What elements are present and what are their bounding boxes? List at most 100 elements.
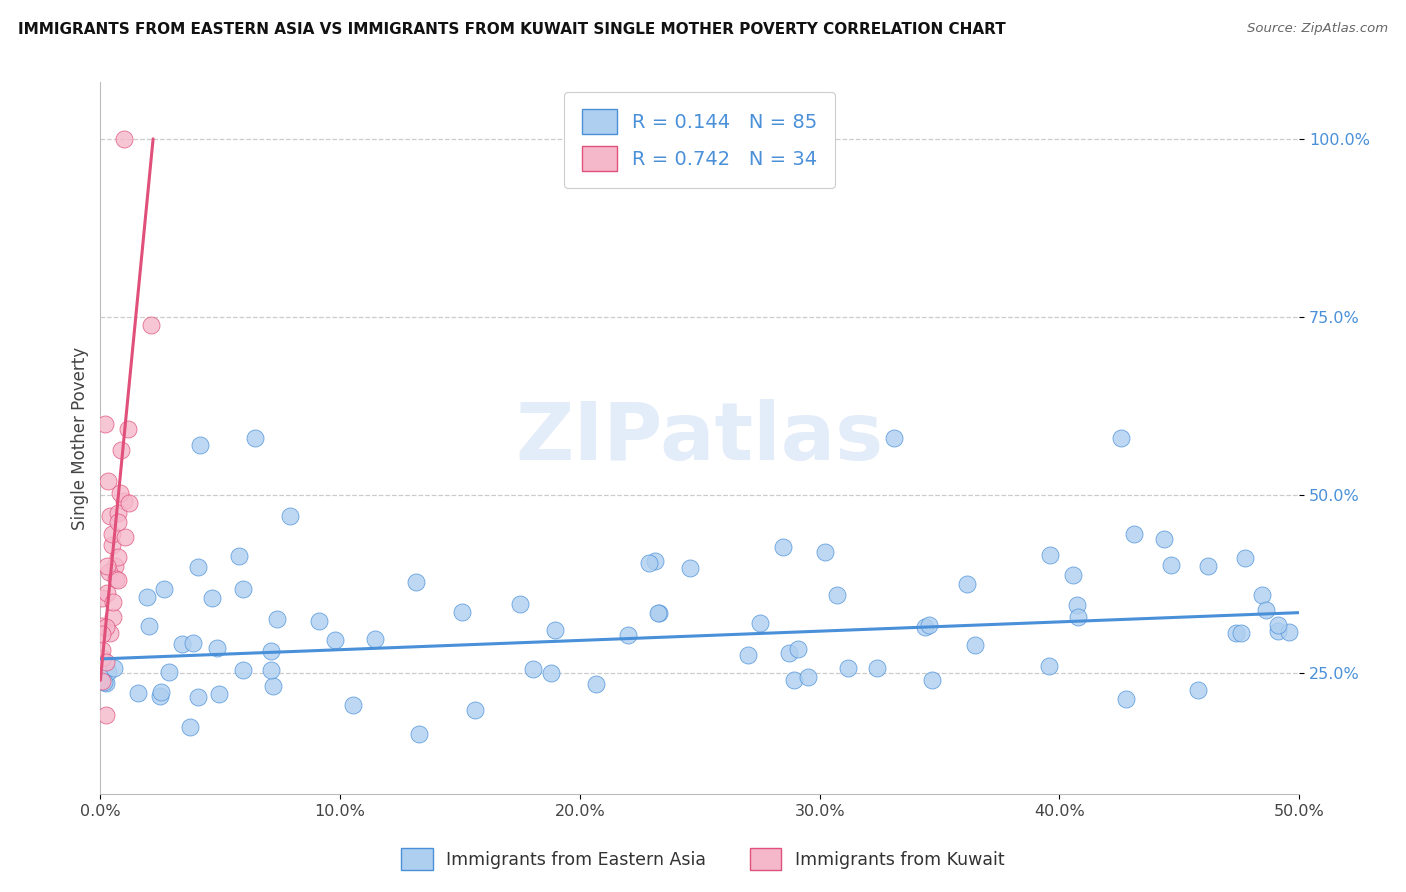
Point (149, 685, 172, 699)
Point (118, 496, 141, 510)
Point (90, 651, 112, 665)
Text: Source: ZipAtlas.com: Source: ZipAtlas.com (1247, 22, 1388, 36)
Point (783, 673, 806, 687)
Point (153, 582, 176, 596)
Point (101, 538, 124, 552)
Y-axis label: Single Mother Poverty: Single Mother Poverty (72, 346, 89, 530)
Point (94, 620, 117, 634)
Point (187, 690, 209, 705)
Point (112, 493, 135, 508)
Point (157, 665, 180, 680)
Point (749, 616, 772, 631)
Point (1109, 431, 1132, 445)
Point (243, 431, 266, 445)
Point (260, 644, 283, 658)
Point (98, 509, 121, 524)
Point (181, 636, 204, 650)
Point (90, 618, 112, 632)
Point (170, 637, 193, 651)
Point (965, 638, 987, 652)
Point (208, 686, 231, 700)
Point (187, 559, 209, 574)
Point (883, 431, 905, 445)
Point (114, 530, 136, 544)
Text: IMMIGRANTS FROM EASTERN ASIA VS IMMIGRANTS FROM KUWAIT SINGLE MOTHER POVERTY COR: IMMIGRANTS FROM EASTERN ASIA VS IMMIGRAN… (18, 22, 1007, 37)
Point (956, 577, 979, 591)
Point (90, 643, 112, 657)
Point (825, 588, 848, 602)
Point (1278, 624, 1301, 639)
Point (921, 673, 943, 687)
Point (1197, 559, 1219, 574)
Point (342, 698, 364, 713)
Point (107, 515, 129, 529)
Point (509, 597, 531, 611)
Point (814, 545, 837, 559)
Point (90, 627, 112, 641)
Point (103, 660, 125, 674)
Point (1267, 618, 1289, 632)
Point (97, 665, 120, 679)
Point (94, 417, 117, 431)
Point (464, 702, 486, 716)
Point (1160, 558, 1182, 572)
Point (837, 661, 859, 675)
Point (96, 474, 118, 488)
Point (141, 318, 163, 332)
Point (94, 708, 117, 723)
Point (616, 628, 638, 642)
Point (266, 612, 288, 626)
Point (101, 526, 124, 541)
Point (205, 641, 228, 656)
Point (323, 632, 346, 647)
Point (107, 549, 129, 564)
Point (1187, 682, 1209, 697)
Point (866, 661, 889, 675)
Point (262, 679, 284, 693)
Point (232, 582, 254, 596)
Point (786, 642, 808, 657)
Point (1039, 549, 1062, 563)
Point (737, 648, 759, 662)
Point (364, 632, 387, 647)
Point (112, 132, 135, 146)
Point (918, 617, 941, 632)
Point (149, 689, 172, 703)
Point (647, 606, 669, 620)
Point (522, 662, 544, 676)
Text: ZIPatlas: ZIPatlas (516, 399, 884, 477)
Point (1123, 527, 1146, 541)
Point (644, 554, 666, 568)
Point (1230, 625, 1253, 640)
Point (108, 486, 131, 500)
Point (914, 620, 936, 634)
Point (1251, 588, 1274, 602)
Point (232, 664, 254, 678)
Point (308, 614, 330, 628)
Point (101, 594, 124, 608)
Point (540, 666, 562, 681)
Point (107, 506, 129, 520)
Point (1115, 692, 1137, 706)
Point (408, 726, 430, 740)
Point (136, 591, 159, 605)
Point (1225, 626, 1247, 640)
Point (228, 549, 250, 563)
Point (107, 573, 129, 587)
Point (451, 605, 474, 619)
Point (104, 572, 127, 586)
Point (778, 646, 800, 660)
Point (797, 670, 820, 684)
Point (405, 575, 427, 590)
Point (1233, 551, 1256, 566)
Point (96, 558, 118, 573)
Point (98, 626, 121, 640)
Point (1254, 603, 1277, 617)
Point (1062, 568, 1084, 582)
Point (96, 676, 118, 690)
Legend: R = 0.144   N = 85, R = 0.742   N = 34: R = 0.144 N = 85, R = 0.742 N = 34 (564, 92, 835, 188)
Point (90, 591, 112, 605)
Point (138, 619, 160, 633)
Point (1038, 658, 1060, 673)
Legend: Immigrants from Eastern Asia, Immigrants from Kuwait: Immigrants from Eastern Asia, Immigrants… (392, 839, 1014, 879)
